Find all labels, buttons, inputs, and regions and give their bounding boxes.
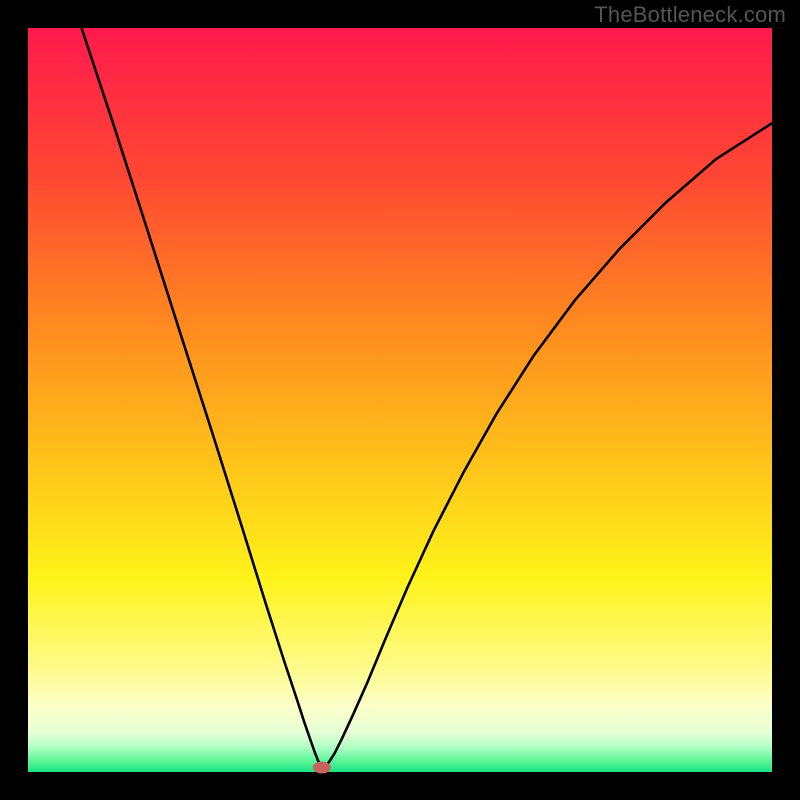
curve-svg xyxy=(28,28,772,772)
min-point-marker xyxy=(313,762,331,774)
outer-frame xyxy=(0,0,800,800)
bottleneck-curve xyxy=(82,28,772,768)
plot-area xyxy=(28,28,772,772)
watermark-text: TheBottleneck.com xyxy=(594,2,786,28)
